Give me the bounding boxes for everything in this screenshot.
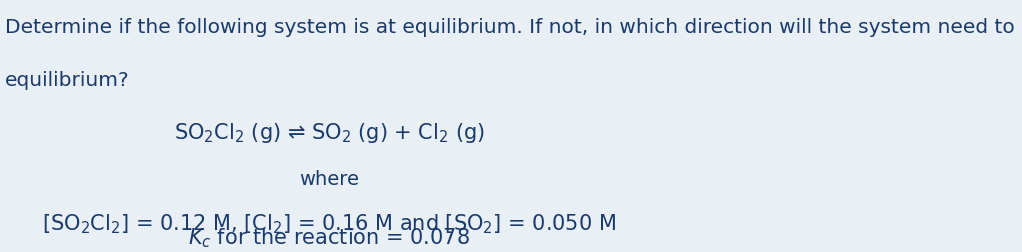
Text: $K_c$ for the reaction = 0.078: $K_c$ for the reaction = 0.078 bbox=[188, 226, 470, 249]
Text: equilibrium?: equilibrium? bbox=[5, 71, 130, 89]
Text: where: where bbox=[299, 169, 359, 188]
Text: [SO$_2$Cl$_2$] = 0.12 M, [Cl$_2$] = 0.16 M and [SO$_2$] = 0.050 M: [SO$_2$Cl$_2$] = 0.12 M, [Cl$_2$] = 0.16… bbox=[42, 212, 616, 235]
Text: SO$_2$Cl$_2$ (g) ⇌ SO$_2$ (g) + Cl$_2$ (g): SO$_2$Cl$_2$ (g) ⇌ SO$_2$ (g) + Cl$_2$ (… bbox=[174, 121, 484, 145]
Text: Determine if the following system is at equilibrium. If not, in which direction : Determine if the following system is at … bbox=[5, 18, 1022, 37]
